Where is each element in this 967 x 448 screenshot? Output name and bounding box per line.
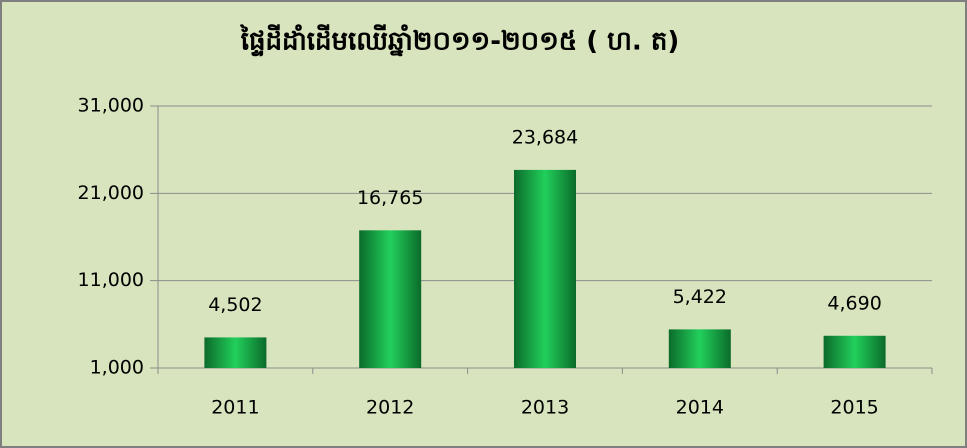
data-label: 16,765 [357, 187, 423, 209]
data-label: 4,690 [827, 292, 881, 314]
bar [204, 337, 267, 368]
x-tick-label: 2012 [366, 397, 414, 419]
chart-title: ផ្ទៃដីដាំដើមឈើឆ្នាំ២០១១-២០១៥ ( ហ. ត) [240, 24, 679, 57]
y-tick-label: 21,000 [78, 182, 144, 204]
y-tick-label: 1,000 [90, 357, 144, 379]
bar [823, 335, 886, 368]
data-label: 5,422 [673, 286, 727, 308]
x-tick-label: 2013 [521, 397, 569, 419]
x-tick-label: 2015 [830, 397, 878, 419]
data-label: 4,502 [208, 294, 262, 316]
x-tick-label: 2014 [676, 397, 724, 419]
x-tick-label: 2011 [211, 397, 259, 419]
data-label: 23,684 [512, 126, 578, 148]
bar [514, 169, 576, 368]
bar [668, 329, 731, 368]
y-tick-label: 11,000 [78, 269, 144, 291]
y-tick-label: 31,000 [78, 95, 144, 117]
bar [359, 230, 422, 368]
